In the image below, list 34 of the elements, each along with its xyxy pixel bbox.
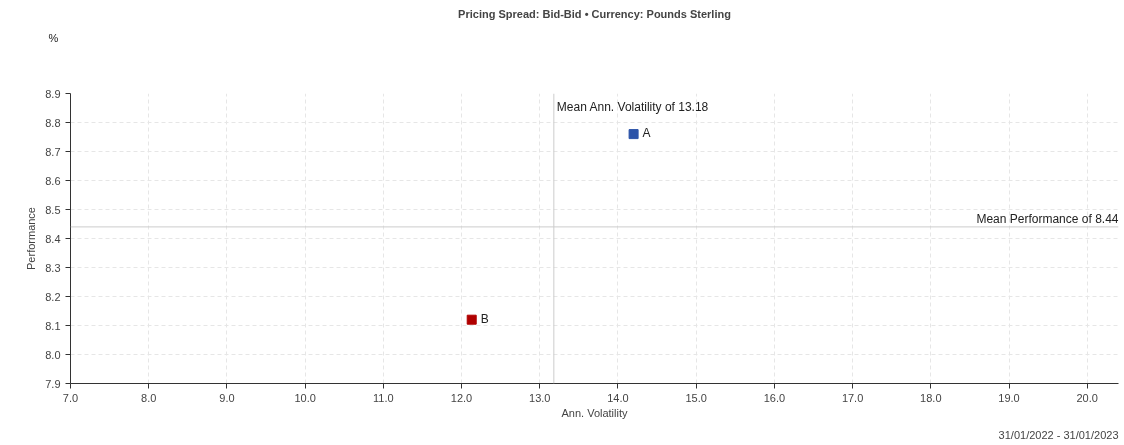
y-tick-label: 8.7 bbox=[45, 145, 61, 158]
y-tick-label: 8.1 bbox=[45, 319, 61, 332]
series-label: A bbox=[642, 126, 651, 141]
y-tick-label: 8.8 bbox=[45, 116, 61, 129]
y-tick-label: 8.0 bbox=[45, 348, 61, 361]
y-tick-label: 8.2 bbox=[45, 290, 61, 303]
x-tick-label: 16.0 bbox=[763, 391, 786, 404]
ref-line-label: Mean Performance of 8.44 bbox=[976, 211, 1119, 226]
y-tick-label: 8.6 bbox=[45, 174, 61, 187]
x-tick-label: 13.0 bbox=[529, 391, 551, 404]
y-tick-label: 8.3 bbox=[45, 261, 61, 274]
x-tick-label: 9.0 bbox=[219, 391, 235, 404]
x-tick-label: 11.0 bbox=[373, 391, 394, 404]
x-tick-label: 17.0 bbox=[841, 391, 864, 404]
x-axis-title: Ann. Volatility bbox=[561, 406, 629, 419]
x-tick-label: 8.0 bbox=[141, 391, 157, 404]
x-tick-label: 15.0 bbox=[685, 391, 707, 404]
x-tick-label: 7.0 bbox=[62, 391, 79, 404]
chart-title: Pricing Spread: Bid-Bid • Currency: Pounds Sterling bbox=[458, 7, 731, 20]
y-tick-label: 7.9 bbox=[45, 377, 61, 390]
y-tick-label: 8.9 bbox=[45, 87, 61, 100]
x-tick-label: 20.0 bbox=[1076, 391, 1098, 404]
text: 31/01/2022 - 31/01/2023 bbox=[998, 428, 1119, 441]
y-tick-label: 8.5 bbox=[45, 203, 61, 216]
y-axis-title: Performance bbox=[25, 207, 38, 270]
text: % bbox=[48, 31, 59, 44]
x-tick-label: 18.0 bbox=[920, 391, 942, 404]
x-tick-label: 14.0 bbox=[607, 391, 629, 404]
series-label: B bbox=[480, 311, 489, 326]
x-tick-label: 19.0 bbox=[998, 391, 1020, 404]
ref-line-label: Mean Ann. Volatility of 13.18 bbox=[556, 99, 709, 114]
x-tick-label: 10.0 bbox=[294, 391, 316, 404]
x-tick-label: 12.0 bbox=[450, 391, 473, 404]
y-tick-label: 8.4 bbox=[45, 232, 61, 245]
